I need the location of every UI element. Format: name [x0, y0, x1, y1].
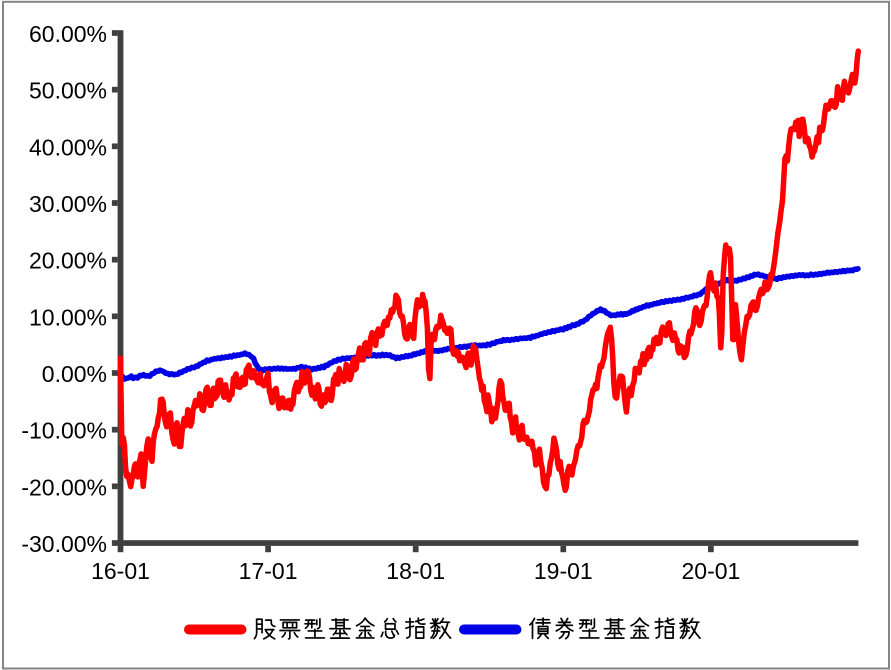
svg-text:20.00%: 20.00%	[29, 248, 107, 274]
svg-text:40.00%: 40.00%	[29, 134, 107, 160]
svg-text:50.00%: 50.00%	[29, 78, 107, 104]
svg-text:-30.00%: -30.00%	[21, 531, 107, 557]
svg-text:60.00%: 60.00%	[29, 21, 107, 47]
svg-text:18-01: 18-01	[386, 558, 445, 584]
svg-text:10.00%: 10.00%	[29, 304, 107, 330]
svg-text:17-01: 17-01	[239, 558, 298, 584]
svg-text:-10.00%: -10.00%	[21, 418, 107, 444]
svg-text:0.00%: 0.00%	[42, 361, 107, 387]
svg-text:20-01: 20-01	[681, 558, 740, 584]
svg-text:30.00%: 30.00%	[29, 191, 107, 217]
svg-text:16-01: 16-01	[91, 558, 150, 584]
svg-text:-20.00%: -20.00%	[21, 474, 107, 500]
svg-text:19-01: 19-01	[534, 558, 593, 584]
